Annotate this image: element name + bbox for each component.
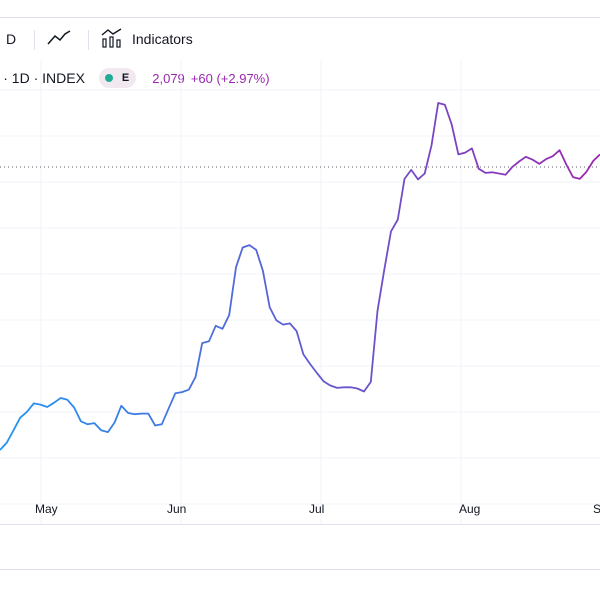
interval-label: D (6, 31, 17, 47)
price-chart[interactable] (0, 60, 600, 524)
chart-legend: E · 1D · INDEX E 2,079 +60 (+2.97%) (0, 66, 270, 90)
toolbar-divider (34, 30, 35, 50)
price-series-line (0, 102, 600, 451)
indicators-button[interactable]: Indicators (100, 18, 193, 60)
market-status-badge[interactable]: E (98, 68, 137, 88)
indicators-label: Indicators (132, 31, 193, 47)
bottom-border (0, 569, 600, 570)
x-tick-label: S (593, 502, 600, 516)
interval-button[interactable]: D (6, 18, 16, 60)
chart-grid (0, 60, 600, 524)
status-dot-icon (104, 74, 113, 82)
indicators-icon (100, 27, 124, 52)
x-tick-label: May (35, 502, 58, 516)
symbol-title[interactable]: E · 1D · INDEX (0, 70, 85, 86)
x-tick-label: Aug (459, 502, 481, 516)
x-axis-line (0, 524, 600, 525)
chart-type-button[interactable] (46, 18, 74, 60)
x-tick-label: Jun (167, 502, 187, 516)
x-tick-label: Jul (309, 502, 325, 516)
price-change: +60 (+2.97%) (190, 70, 270, 86)
toolbar: D Indicators (0, 18, 600, 60)
status-badge-label: E (121, 72, 130, 84)
line-chart-icon (46, 28, 74, 51)
top-border (0, 17, 600, 18)
last-price: 2,079 (152, 70, 185, 86)
toolbar-divider (88, 30, 89, 50)
